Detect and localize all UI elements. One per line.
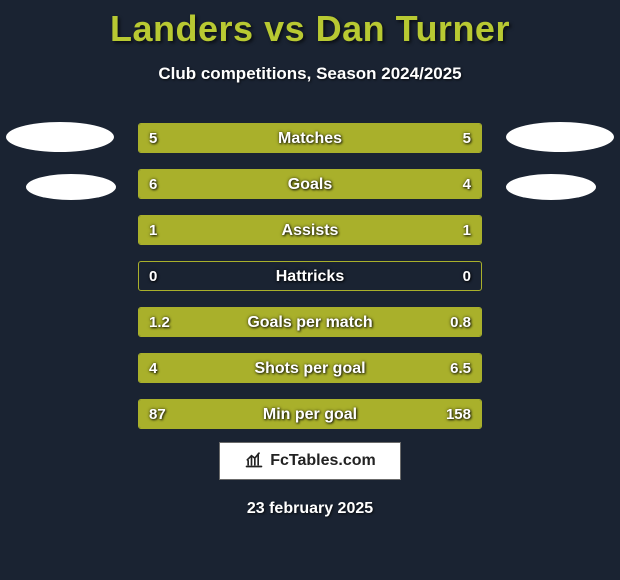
player-right-marker-2	[506, 174, 596, 200]
chart-icon	[244, 449, 264, 474]
stat-row: 1.20.8Goals per match	[138, 307, 482, 337]
stat-row: 87158Min per goal	[138, 399, 482, 429]
page-title: Landers vs Dan Turner	[0, 0, 620, 50]
footer-date: 23 february 2025	[0, 500, 620, 518]
player-left-marker-2	[26, 174, 116, 200]
stat-row: 46.5Shots per goal	[138, 353, 482, 383]
stat-label: Matches	[139, 124, 481, 153]
stat-label: Min per goal	[139, 400, 481, 429]
stat-label: Goals	[139, 170, 481, 199]
stat-label: Hattricks	[139, 262, 481, 291]
comparison-bars: 55Matches 64Goals 11Assists 00Hattricks 1.20…	[138, 123, 482, 445]
stat-row: 55Matches	[138, 123, 482, 153]
stat-row: 00Hattricks	[138, 261, 482, 291]
brand-badge: FcTables.com	[219, 442, 401, 480]
stat-label: Shots per goal	[139, 354, 481, 383]
stat-label: Assists	[139, 216, 481, 245]
stat-row: 11Assists	[138, 215, 482, 245]
brand-text: FcTables.com	[270, 452, 376, 470]
stat-label: Goals per match	[139, 308, 481, 337]
subtitle: Club competitions, Season 2024/2025	[0, 64, 620, 84]
player-left-marker-1	[6, 122, 114, 152]
player-right-marker-1	[506, 122, 614, 152]
stat-row: 64Goals	[138, 169, 482, 199]
